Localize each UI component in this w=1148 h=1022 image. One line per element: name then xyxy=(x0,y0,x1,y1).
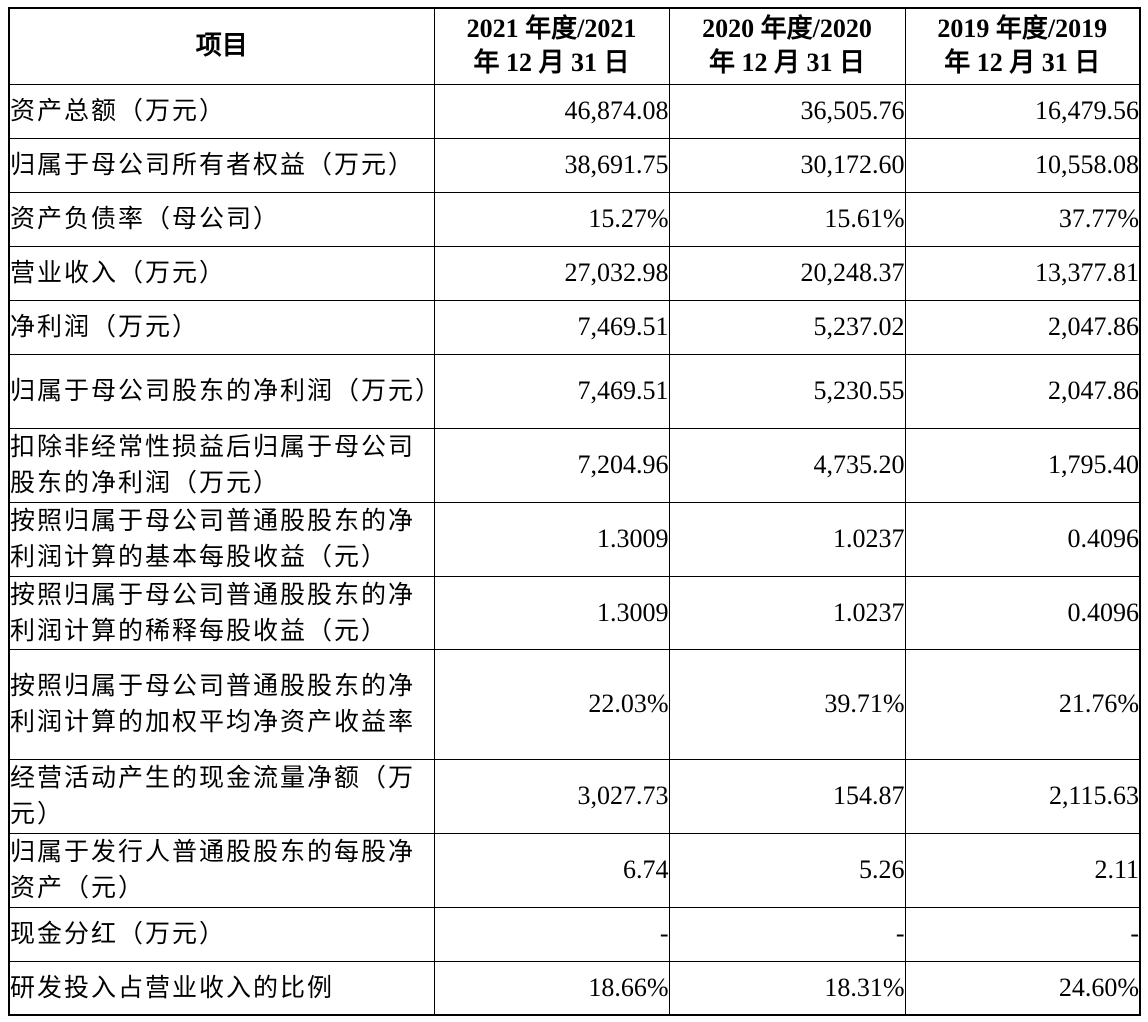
cell-2019: 1,795.40 xyxy=(904,427,1141,503)
cell-2021: 7,469.51 xyxy=(433,299,670,355)
cell-2020: 30,172.60 xyxy=(668,137,906,193)
header-2020: 2020 年度/2020 年 12 月 31 日 xyxy=(668,7,906,85)
row-label: 净利润（万元） xyxy=(8,299,435,355)
cell-2021: 46,874.08 xyxy=(433,83,670,139)
cell-2021: 18.66% xyxy=(433,960,670,1016)
cell-2019: 2,047.86 xyxy=(904,299,1141,355)
cell-2019: 0.4096 xyxy=(904,575,1141,650)
cell-2020: - xyxy=(668,906,906,962)
cell-2019: 2,115.63 xyxy=(904,758,1141,834)
cell-2021: 7,204.96 xyxy=(433,427,670,503)
header-2021-line1: 2021 年度/2021 xyxy=(466,14,637,44)
cell-2020: 1.0237 xyxy=(668,575,906,650)
table-row: 按照归属于母公司普通股股东的净利润计算的稀释每股收益（元） 1.3009 1.0… xyxy=(8,575,1141,650)
row-label: 按照归属于母公司普通股股东的净利润计算的基本每股收益（元） xyxy=(8,501,435,577)
financial-table: 项目 2021 年度/2021 年 12 月 31 日 2020 年度/2020… xyxy=(8,7,1141,1016)
table-row: 经营活动产生的现金流量净额（万元） 3,027.73 154.87 2,115.… xyxy=(8,758,1141,834)
cell-2020: 5,237.02 xyxy=(668,299,906,355)
header-2021-line2: 年 12 月 31 日 xyxy=(473,48,630,78)
header-2019-line1: 2019 年度/2019 xyxy=(937,14,1108,44)
cell-2020: 1.0237 xyxy=(668,501,906,577)
table-row: 按照归属于母公司普通股股东的净利润计算的加权平均净资产收益率 22.03% 39… xyxy=(8,648,1141,760)
cell-2020: 15.61% xyxy=(668,191,906,247)
row-label: 归属于母公司股东的净利润（万元） xyxy=(8,353,435,429)
cell-2021: 7,469.51 xyxy=(433,353,670,429)
table-row: 研发投入占营业收入的比例 18.66% 18.31% 24.60% xyxy=(8,960,1141,1016)
cell-2021: 3,027.73 xyxy=(433,758,670,834)
table-row: 营业收入（万元） 27,032.98 20,248.37 13,377.81 xyxy=(8,245,1141,301)
cell-2019: 2.11 xyxy=(904,832,1141,908)
table-row: 按照归属于母公司普通股股东的净利润计算的基本每股收益（元） 1.3009 1.0… xyxy=(8,501,1141,577)
table-row: 归属于母公司股东的净利润（万元） 7,469.51 5,230.55 2,047… xyxy=(8,353,1141,429)
row-label: 经营活动产生的现金流量净额（万元） xyxy=(8,758,435,834)
cell-2020: 18.31% xyxy=(668,960,906,1016)
table-row: 扣除非经常性损益后归属于母公司股东的净利润（万元） 7,204.96 4,735… xyxy=(8,427,1141,503)
cell-2019: 13,377.81 xyxy=(904,245,1141,301)
cell-2019: 21.76% xyxy=(904,648,1141,760)
cell-2021: 15.27% xyxy=(433,191,670,247)
cell-2021: 6.74 xyxy=(433,832,670,908)
cell-2021: 1.3009 xyxy=(433,501,670,577)
cell-2019: 2,047.86 xyxy=(904,353,1141,429)
header-item-label: 项目 xyxy=(195,31,248,61)
row-label: 资产总额（万元） xyxy=(8,83,435,139)
header-2019-line2: 年 12 月 31 日 xyxy=(944,48,1101,78)
table-row: 归属于发行人普通股股东的每股净资产（元） 6.74 5.26 2.11 xyxy=(8,832,1141,908)
header-2019: 2019 年度/2019 年 12 月 31 日 xyxy=(904,7,1141,85)
cell-2021: 1.3009 xyxy=(433,575,670,650)
cell-2020: 154.87 xyxy=(668,758,906,834)
cell-2019: - xyxy=(904,906,1141,962)
cell-2019: 16,479.56 xyxy=(904,83,1141,139)
cell-2019: 24.60% xyxy=(904,960,1141,1016)
header-2020-line2: 年 12 月 31 日 xyxy=(708,48,865,78)
cell-2021: 27,032.98 xyxy=(433,245,670,301)
table-row: 归属于母公司所有者权益（万元） 38,691.75 30,172.60 10,5… xyxy=(8,137,1141,193)
table-row: 资产负债率（母公司） 15.27% 15.61% 37.77% xyxy=(8,191,1141,247)
header-2021: 2021 年度/2021 年 12 月 31 日 xyxy=(433,7,670,85)
cell-2020: 5.26 xyxy=(668,832,906,908)
row-label: 扣除非经常性损益后归属于母公司股东的净利润（万元） xyxy=(8,427,435,503)
cell-2019: 37.77% xyxy=(904,191,1141,247)
header-2020-line1: 2020 年度/2020 xyxy=(702,14,872,44)
table-row: 现金分红（万元） - - - xyxy=(8,906,1141,962)
cell-2021: - xyxy=(433,906,670,962)
table-row: 净利润（万元） 7,469.51 5,237.02 2,047.86 xyxy=(8,299,1141,355)
table-row: 资产总额（万元） 46,874.08 36,505.76 16,479.56 xyxy=(8,83,1141,139)
row-label: 研发投入占营业收入的比例 xyxy=(8,960,435,1016)
cell-2019: 0.4096 xyxy=(904,501,1141,577)
row-label: 按照归属于母公司普通股股东的净利润计算的稀释每股收益（元） xyxy=(8,575,435,650)
row-label: 按照归属于母公司普通股股东的净利润计算的加权平均净资产收益率 xyxy=(8,648,435,760)
row-label: 现金分红（万元） xyxy=(8,906,435,962)
header-row: 项目 2021 年度/2021 年 12 月 31 日 2020 年度/2020… xyxy=(8,7,1141,85)
row-label: 归属于发行人普通股股东的每股净资产（元） xyxy=(8,832,435,908)
row-label: 资产负债率（母公司） xyxy=(8,191,435,247)
row-label: 营业收入（万元） xyxy=(8,245,435,301)
cell-2020: 20,248.37 xyxy=(668,245,906,301)
cell-2019: 10,558.08 xyxy=(904,137,1141,193)
cell-2020: 39.71% xyxy=(668,648,906,760)
header-item: 项目 xyxy=(8,7,435,85)
cell-2021: 22.03% xyxy=(433,648,670,760)
row-label: 归属于母公司所有者权益（万元） xyxy=(8,137,435,193)
cell-2020: 5,230.55 xyxy=(668,353,906,429)
cell-2020: 36,505.76 xyxy=(668,83,906,139)
cell-2021: 38,691.75 xyxy=(433,137,670,193)
cell-2020: 4,735.20 xyxy=(668,427,906,503)
